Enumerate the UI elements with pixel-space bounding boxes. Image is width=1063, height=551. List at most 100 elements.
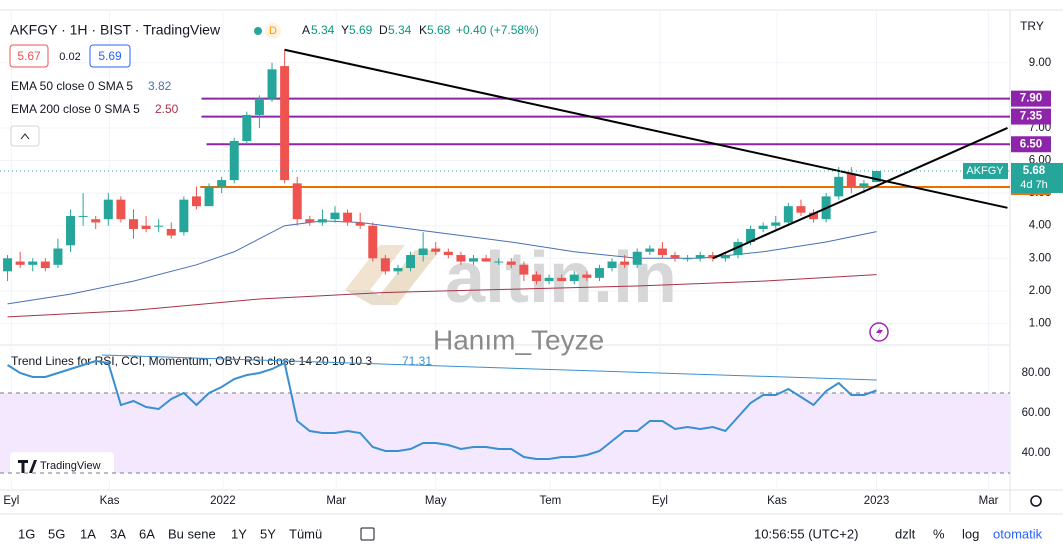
calendar-icon[interactable] (360, 527, 375, 541)
scale-option[interactable]: % (933, 526, 945, 541)
candle-body (292, 183, 302, 220)
candle-body (872, 170, 882, 183)
candle-body (519, 264, 529, 275)
candle-body (15, 261, 25, 265)
candle-body (204, 186, 214, 207)
buy-button[interactable] (89, 44, 131, 68)
time-tick-label: Eyl (3, 495, 19, 507)
collapse-icon (20, 133, 30, 140)
sell-button[interactable] (9, 44, 49, 68)
range-button[interactable]: 5Y (260, 526, 276, 541)
price-tick-label: 7.00 (1029, 122, 1051, 134)
range-button[interactable]: 1G (18, 526, 35, 541)
candle-body (494, 261, 504, 263)
tv-logo-text: TradingView (40, 460, 101, 472)
rsi-trend-line (101, 354, 877, 381)
candle-body (179, 199, 189, 233)
symbol-title: AKFGY · 1H · BIST · TradingView (10, 22, 221, 38)
candle-body (758, 225, 768, 229)
time-tick-label: 2022 (210, 495, 236, 507)
range-button[interactable]: Tümü (289, 526, 322, 541)
candle-body (708, 255, 718, 259)
collapse-button[interactable] (10, 125, 40, 147)
candle-body (695, 255, 705, 259)
candle-body (506, 261, 516, 265)
candle-body (128, 219, 138, 229)
candle-body (670, 255, 680, 259)
candle-body (91, 219, 101, 223)
candle-body (280, 66, 290, 181)
ohlc-value: 5.34 (388, 23, 412, 37)
time-tick-label: Mar (326, 495, 346, 507)
status-label: D (269, 25, 277, 37)
ohlc-value: 5.34 (311, 23, 335, 37)
range-button[interactable]: 5G (48, 526, 65, 541)
level-tag-label: 7.90 (1020, 93, 1042, 105)
rsi-line (7, 359, 877, 460)
candle-body (733, 242, 743, 256)
candle-body (481, 258, 491, 262)
candle-body (443, 251, 453, 256)
alert-icon[interactable] (869, 322, 889, 342)
time-tick-label: Kas (100, 495, 120, 507)
logo-shape (345, 245, 405, 290)
scale-option[interactable]: dzlt (895, 526, 916, 541)
candle-body (720, 255, 730, 259)
ohlc-label: K (419, 23, 427, 37)
level-tag (1011, 136, 1051, 153)
candle-body (796, 206, 806, 213)
scale-option[interactable]: log (962, 526, 979, 541)
candle-body (645, 248, 655, 252)
candle-body (657, 248, 667, 256)
ohlc-label: Y (341, 23, 349, 37)
rsi-title: Trend Lines for RSI, CCI, Momentum, OBV … (11, 354, 372, 368)
scale-option[interactable]: otomatik (993, 526, 1043, 541)
candle-body (355, 222, 365, 226)
candle-body (305, 219, 315, 223)
level-tag-label: 6.50 (1020, 138, 1042, 150)
range-button[interactable]: 1Y (231, 526, 247, 541)
watermark-author: Hanım_Teyze (433, 324, 604, 355)
candle-body (3, 258, 13, 272)
settings-icon[interactable] (1030, 495, 1042, 507)
candle-body (229, 141, 239, 181)
indicator-name: EMA 200 close 0 SMA 5 (11, 102, 140, 116)
logo-shape (372, 250, 440, 305)
candle-body (254, 98, 264, 115)
ohlc-value: 5.68 (427, 23, 451, 37)
candle-body (267, 69, 277, 99)
range-button[interactable]: Bu sene (168, 526, 216, 541)
candle-body (544, 277, 554, 282)
candle-body (154, 225, 164, 227)
currency[interactable]: TRY (1020, 19, 1044, 33)
candle-body (53, 248, 63, 265)
market-dot (254, 27, 262, 35)
level-tag (1011, 90, 1051, 107)
candle-body (66, 215, 76, 246)
last-price: 5.68 (1023, 165, 1046, 177)
candle-body (418, 248, 428, 256)
candle-body (368, 225, 378, 259)
candle-body (846, 173, 856, 187)
clock: 10:56:55 (UTC+2) (754, 526, 858, 541)
candle-body (859, 183, 869, 187)
candle-body (380, 258, 390, 272)
status-badge (265, 23, 281, 39)
time-tick-label: Mar (979, 495, 999, 507)
range-button[interactable]: 1A (80, 526, 96, 541)
price-tick-label: 4.00 (1029, 220, 1051, 232)
candle-body (242, 114, 252, 141)
rsi-value: 71.31 (402, 354, 432, 368)
level-tag (1011, 108, 1051, 125)
trend-line (712, 127, 1008, 260)
price-tick-label: 9.00 (1029, 57, 1051, 69)
last-name-tag (963, 162, 1008, 179)
time-tick-label: Tem (539, 495, 561, 507)
range-button[interactable]: 3A (110, 526, 126, 541)
candle-body (343, 212, 353, 223)
range-button[interactable]: 6A (139, 526, 155, 541)
candle-body (809, 212, 819, 220)
rsi-tick-label: 80.00 (1022, 367, 1051, 379)
